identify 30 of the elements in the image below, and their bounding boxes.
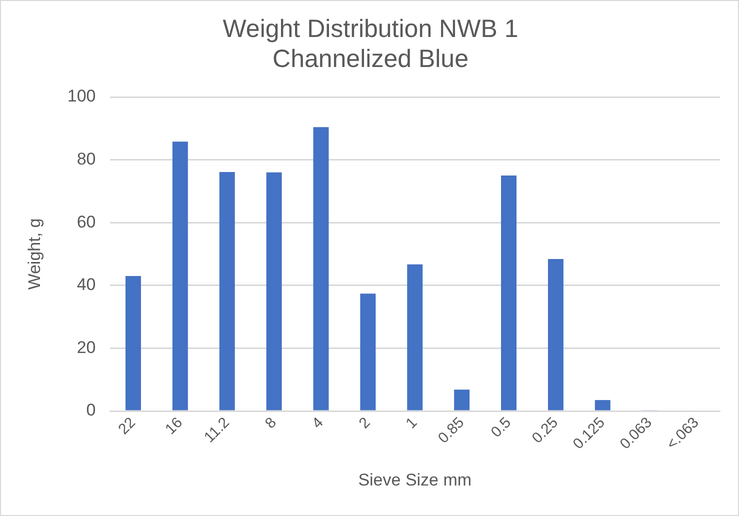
y-axis-title: Weight, g xyxy=(24,218,44,290)
x-tick-label: 0.85 xyxy=(434,414,468,447)
bar xyxy=(548,259,564,410)
y-tick-label: 100 xyxy=(67,86,96,106)
y-tick-label: 80 xyxy=(76,149,96,168)
x-tick-label: 4 xyxy=(308,414,327,432)
bar xyxy=(125,276,141,410)
x-tick-label: 22 xyxy=(115,414,139,438)
x-tick-label: 0.25 xyxy=(528,414,562,447)
x-tick-label: 1 xyxy=(402,414,421,432)
y-tick-label: 40 xyxy=(76,275,96,294)
x-axis-title: Sieve Size mm xyxy=(358,470,472,490)
x-tick-label: 8 xyxy=(262,414,280,432)
bar xyxy=(219,172,235,410)
bar xyxy=(594,400,610,410)
bar xyxy=(313,127,329,410)
y-tick-label: 20 xyxy=(76,338,96,357)
bar xyxy=(407,264,423,410)
bar xyxy=(172,142,188,410)
bar xyxy=(266,172,282,410)
y-tick-label: 0 xyxy=(86,400,96,420)
chart-title: Weight Distribution NWB 1 Channelized Blue xyxy=(222,14,518,73)
x-tick-label: 2 xyxy=(356,414,374,432)
x-tick-label: 0.5 xyxy=(488,414,515,441)
y-tick-label: 60 xyxy=(76,212,96,232)
x-tick-label: 16 xyxy=(162,414,186,438)
bar xyxy=(454,390,470,410)
x-tick-label: 11.2 xyxy=(200,414,233,446)
bar xyxy=(360,294,376,410)
bar xyxy=(501,176,517,410)
